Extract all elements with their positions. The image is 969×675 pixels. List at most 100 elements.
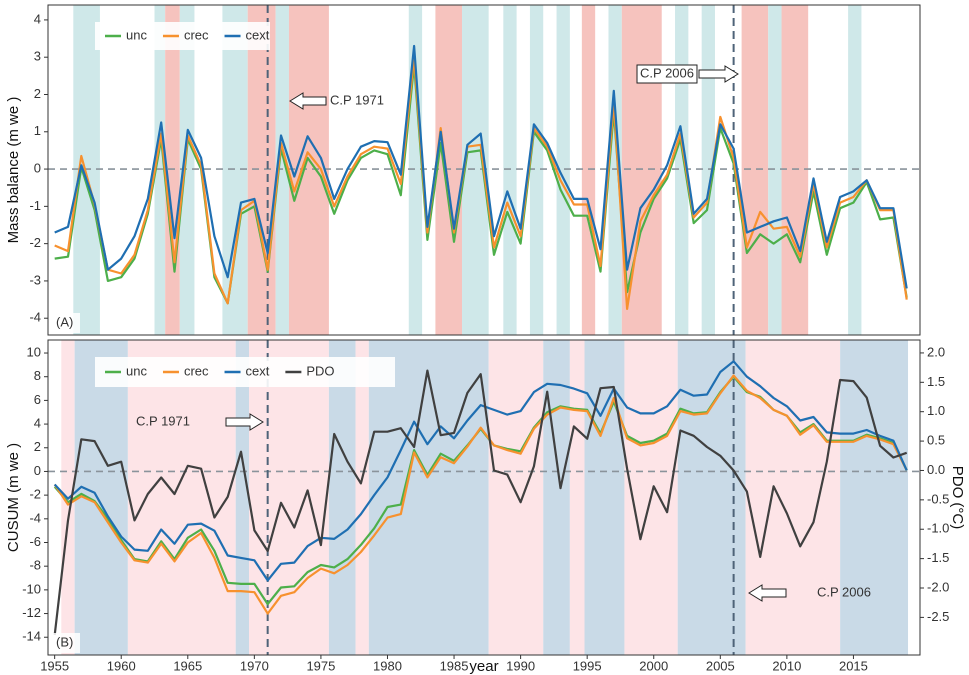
period-band: [355, 340, 369, 655]
series-line: [53, 374, 908, 615]
plot-frame: [47, 4, 921, 336]
period-band: [247, 5, 276, 335]
period-band: [848, 5, 862, 335]
legend-label: cext: [246, 363, 270, 378]
x-tick-label: 1960: [107, 658, 136, 673]
y2-tick-label: 1.5: [927, 374, 945, 389]
y2-tick-label: -2.0: [927, 579, 949, 594]
x-tick-label: 1955: [40, 658, 69, 673]
x-tick-label: 2015: [839, 658, 868, 673]
legend-label: unc: [126, 27, 147, 42]
y-tick-label: -2: [29, 487, 41, 502]
period-band: [608, 5, 622, 335]
y-tick-label: 2: [34, 439, 41, 454]
y-tick-label: 10: [27, 344, 41, 359]
y2-tick-label: -2.5: [927, 609, 949, 624]
x-tick-label: 2000: [639, 658, 668, 673]
x-tick-label: 1985: [440, 658, 469, 673]
series-line: [53, 369, 908, 636]
y-tick-label: -10: [22, 581, 41, 596]
y-tick-label: 6: [34, 392, 41, 407]
period-band: [275, 5, 289, 335]
panel-label: (B): [56, 634, 73, 649]
annotation: C.P 1971: [136, 413, 190, 428]
period-band: [741, 5, 769, 335]
period-band: [288, 5, 329, 335]
y2-tick-label: 0.5: [927, 433, 945, 448]
annotation-arrow: [748, 584, 787, 602]
annotation-arrow: [225, 413, 264, 431]
legend-label: cext: [246, 27, 270, 42]
period-band: [222, 5, 248, 335]
x-tick-label: 2010: [772, 658, 801, 673]
period-band: [701, 5, 715, 335]
y-tick-label: 4: [34, 416, 41, 431]
x-tick-label: 1995: [573, 658, 602, 673]
panel-label: (A): [56, 314, 73, 329]
y-axis-title: CUSUM (m we ): [5, 443, 22, 552]
y-tick-label: -1: [29, 198, 41, 213]
period-band: [328, 340, 356, 655]
y-tick-label: 0: [34, 161, 41, 176]
annotation-arrow: [698, 65, 739, 83]
y-tick-label: 4: [34, 11, 41, 26]
y2-tick-label: 2.0: [927, 344, 945, 359]
legend-label: crec: [184, 363, 209, 378]
y-tick-label: 8: [34, 368, 41, 383]
period-band: [249, 340, 329, 655]
y2-tick-label: 1.0: [927, 403, 945, 418]
panel-label-bg: [50, 633, 80, 653]
period-band: [73, 5, 100, 335]
panel-label-bg: [50, 313, 80, 333]
y-tick-label: -14: [22, 629, 41, 644]
period-band: [768, 5, 782, 335]
period-band: [840, 340, 909, 655]
x-tick-label: 2005: [706, 658, 735, 673]
period-band: [503, 5, 517, 335]
series-line: [54, 44, 908, 289]
y-tick-label: 0: [34, 463, 41, 478]
legend-label: unc: [126, 363, 147, 378]
x-tick-label: 1980: [373, 658, 402, 673]
period-band: [435, 5, 463, 335]
x-tick-label: 1975: [306, 658, 335, 673]
plot-frame: [47, 339, 921, 656]
period-band: [127, 340, 236, 655]
period-band: [235, 340, 250, 655]
annotation-arrow: [289, 92, 327, 110]
period-band: [154, 5, 166, 335]
period-band: [529, 5, 544, 335]
y-tick-label: -8: [29, 558, 41, 573]
annotation: C.P 2006: [817, 584, 871, 599]
y2-tick-label: -0.5: [927, 491, 949, 506]
y2-tick-label: 0.0: [927, 462, 945, 477]
legend-box: [95, 22, 270, 50]
annotation: C.P 1971: [330, 92, 384, 107]
x-tick-label: 1990: [506, 658, 535, 673]
y-tick-label: 2: [34, 86, 41, 101]
period-band: [569, 340, 585, 655]
y-tick-label: -4: [29, 310, 41, 325]
period-band: [581, 5, 596, 335]
y-axis-title: Mass balance (m we ): [5, 97, 22, 244]
series-line: [53, 360, 908, 582]
y-tick-label: 1: [34, 123, 41, 138]
legend-box: [95, 357, 395, 387]
period-band: [745, 340, 841, 655]
y-tick-label: 3: [34, 49, 41, 64]
y-tick-label: -3: [29, 272, 41, 287]
y-tick-label: -4: [29, 510, 41, 525]
y-tick-label: -2: [29, 235, 41, 250]
period-band: [781, 5, 809, 335]
y2-tick-label: -1.5: [927, 550, 949, 565]
y-tick-label: -12: [22, 605, 41, 620]
period-band: [675, 5, 689, 335]
y2-tick-label: -1.0: [927, 521, 949, 536]
period-band: [621, 5, 662, 335]
period-band: [488, 340, 544, 655]
legend-label: crec: [184, 27, 209, 42]
legend-label: PDO: [306, 363, 334, 378]
x-tick-label: 1970: [240, 658, 269, 673]
x-axis-title: year: [469, 658, 498, 675]
